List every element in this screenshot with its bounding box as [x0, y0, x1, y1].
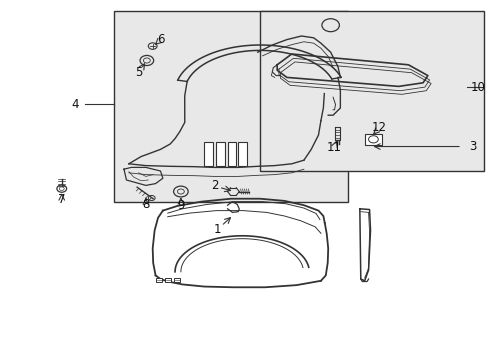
Bar [216, 142, 224, 166]
Text: 4: 4 [71, 98, 79, 111]
Text: 3: 3 [468, 140, 476, 153]
Bar [174, 278, 180, 282]
Text: 11: 11 [326, 141, 341, 154]
Bar [204, 142, 213, 166]
Bar [114, 11, 347, 202]
Text: 1: 1 [213, 223, 221, 236]
Bar [364, 134, 382, 145]
Text: 10: 10 [470, 81, 485, 94]
Text: 6: 6 [156, 33, 164, 46]
Bar [156, 278, 162, 282]
Bar [260, 11, 483, 171]
Text: 8: 8 [142, 198, 149, 211]
Bar [227, 142, 236, 166]
Text: 5: 5 [135, 66, 142, 78]
Text: 12: 12 [371, 121, 386, 134]
Bar [238, 142, 246, 166]
Text: 2: 2 [211, 179, 218, 192]
Bar [164, 278, 171, 282]
Text: 9: 9 [177, 199, 184, 212]
Text: 7: 7 [58, 193, 65, 206]
